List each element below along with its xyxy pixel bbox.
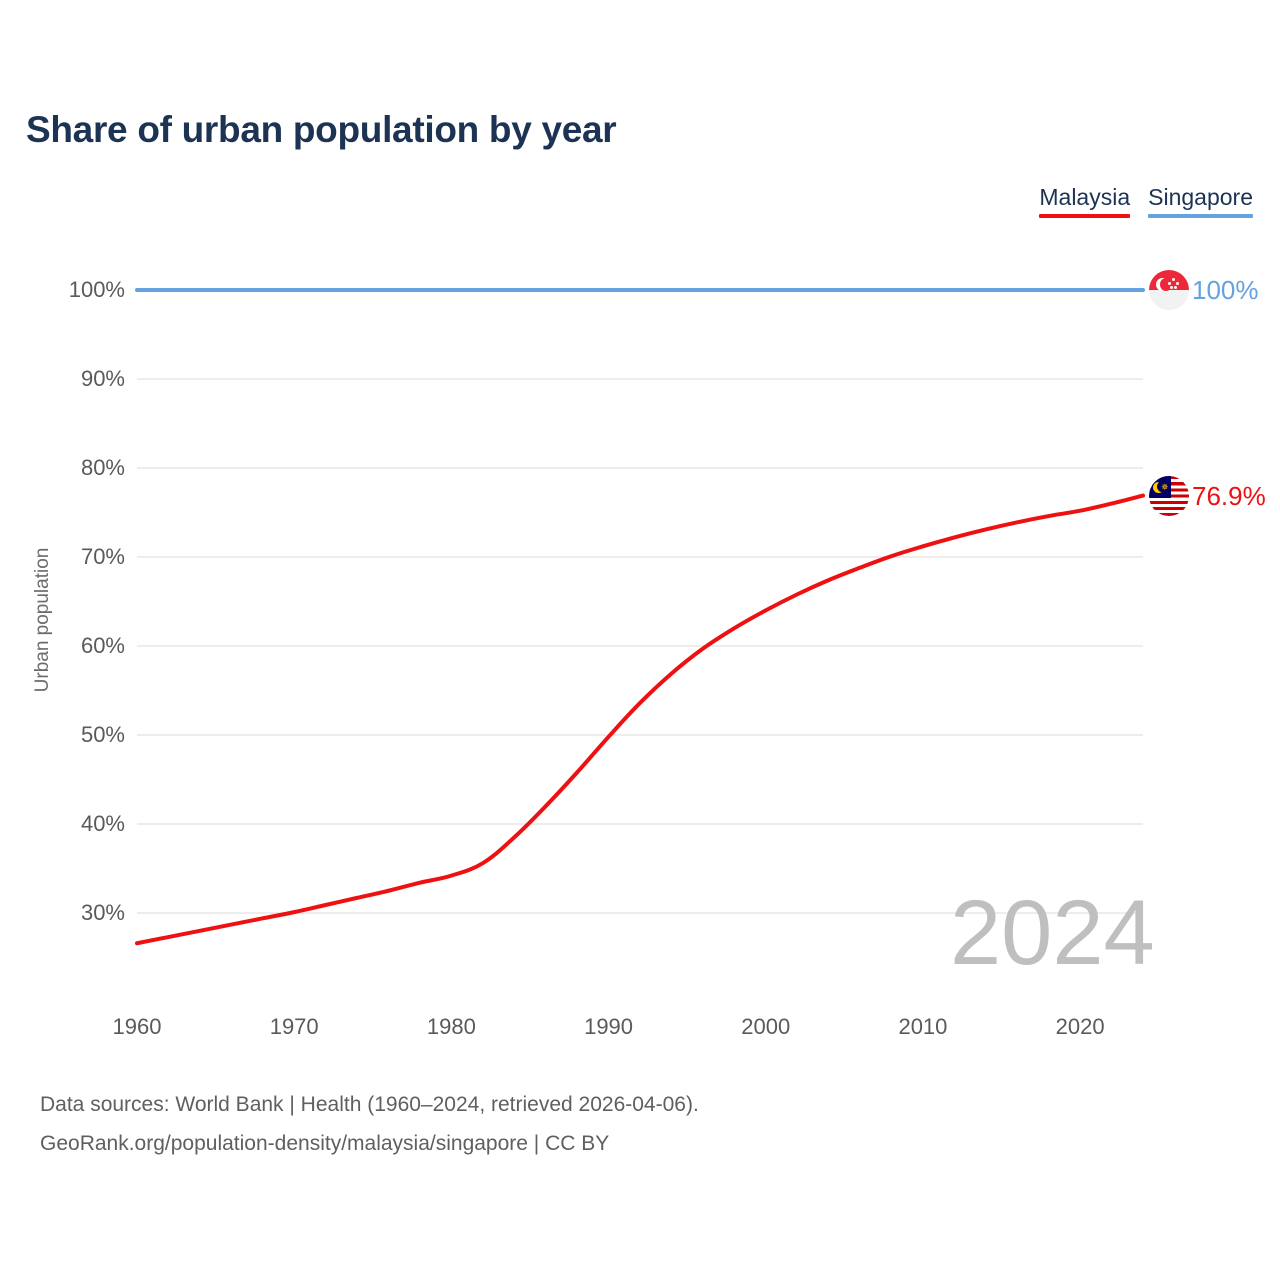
y-tick-label: 40% bbox=[80, 811, 125, 836]
singapore-flag-icon bbox=[1149, 270, 1189, 310]
year-watermark: 2024 bbox=[950, 882, 1155, 984]
y-tick-label: 80% bbox=[80, 455, 125, 480]
x-tick-label: 2000 bbox=[741, 1014, 791, 1039]
crescent-icon bbox=[1153, 480, 1167, 493]
y-tick-label: 90% bbox=[80, 366, 125, 391]
series-lines bbox=[135, 288, 1145, 946]
x-tick-label: 2010 bbox=[898, 1014, 948, 1039]
legend-label-malaysia: Malaysia bbox=[1039, 184, 1131, 210]
end-marker-singapore[interactable]: 100% bbox=[1149, 270, 1259, 310]
end-value-singapore: 100% bbox=[1192, 275, 1259, 305]
legend-label-singapore: Singapore bbox=[1148, 184, 1253, 210]
page-title: Share of urban population by year bbox=[26, 109, 617, 150]
y-axis-title: Urban population bbox=[30, 520, 56, 720]
legend-color-rule-malaysia bbox=[1039, 214, 1131, 218]
x-tick-label: 1990 bbox=[584, 1014, 634, 1039]
star-icon: ✵ bbox=[1161, 481, 1169, 492]
y-tick-label: 70% bbox=[80, 544, 125, 569]
legend-item-malaysia[interactable]: Malaysia bbox=[1039, 184, 1131, 218]
legend-item-singapore[interactable]: Singapore bbox=[1148, 184, 1253, 218]
y-tick-label: 60% bbox=[80, 633, 125, 658]
malaysia-flag-canton: ✵ bbox=[1149, 475, 1171, 498]
footer: Data sources: World Bank | Health (1960–… bbox=[40, 1085, 699, 1163]
y-tick-label: 100% bbox=[68, 277, 125, 302]
y-axis-title-text: Urban population bbox=[32, 547, 53, 693]
x-tick-label: 1980 bbox=[426, 1014, 476, 1039]
malaysia-flag-icon: ✵ bbox=[1149, 475, 1189, 516]
y-axis-tick-labels: 30% 40% 50% 60% 70% 80% 90% 100% bbox=[0, 0, 137, 1280]
x-tick-label: 2020 bbox=[1055, 1014, 1105, 1039]
crescent-icon bbox=[1156, 278, 1172, 291]
x-axis-tick-labels: 1960 1970 1980 1990 2000 2010 2020 bbox=[0, 1014, 1280, 1054]
legend-color-rule-singapore bbox=[1148, 214, 1253, 218]
end-marker-malaysia[interactable]: ✵ 76.9% bbox=[1149, 475, 1266, 516]
y-tick-label: 50% bbox=[80, 722, 125, 747]
x-tick-label: 1970 bbox=[269, 1014, 319, 1039]
stars-icon bbox=[1168, 278, 1182, 292]
gridlines bbox=[137, 378, 1143, 914]
y-tick-label: 30% bbox=[80, 900, 125, 925]
series-line-malaysia bbox=[135, 493, 1145, 946]
legend: Malaysia Singapore bbox=[1039, 184, 1253, 218]
x-tick-label: 1960 bbox=[112, 1014, 162, 1039]
end-value-malaysia: 76.9% bbox=[1192, 480, 1266, 511]
singapore-flag-white-band bbox=[1149, 290, 1189, 310]
footer-data-sources: Data sources: World Bank | Health (1960–… bbox=[40, 1093, 699, 1116]
footer-attribution: GeoRank.org/population-density/malaysia/… bbox=[40, 1132, 610, 1155]
